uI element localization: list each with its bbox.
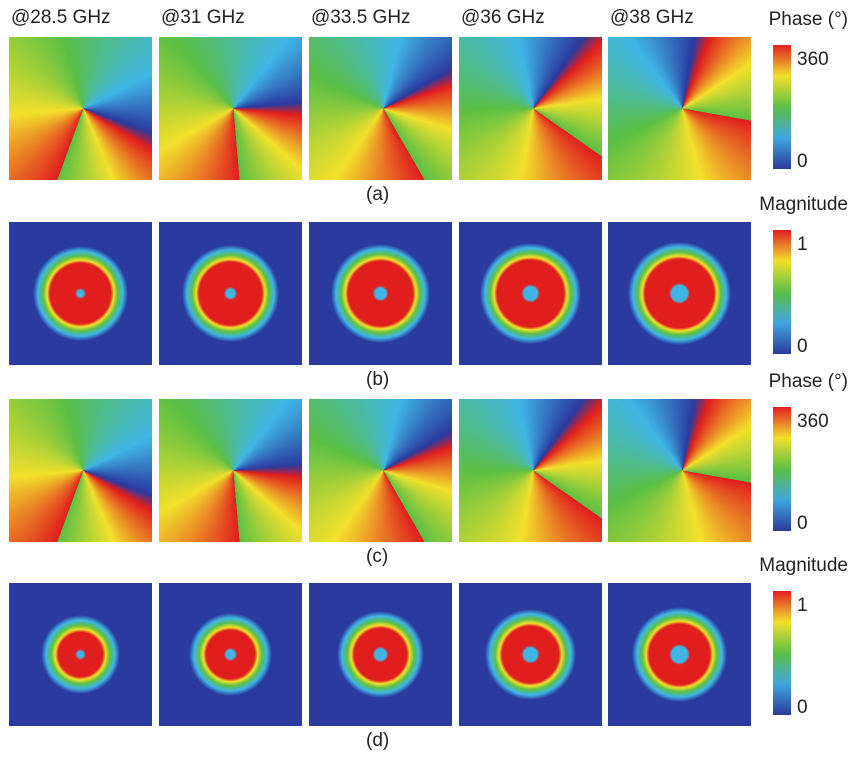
magnitude-map bbox=[159, 222, 302, 365]
colorbar-max: 1 bbox=[797, 234, 808, 255]
column-label: @31 GHz bbox=[161, 7, 245, 28]
column-label: @38 GHz bbox=[610, 7, 694, 28]
magnitude-map bbox=[459, 222, 602, 365]
colorbar bbox=[773, 407, 791, 531]
phase-map bbox=[159, 399, 302, 542]
phase-map bbox=[9, 37, 152, 180]
phase-map bbox=[459, 399, 602, 542]
colorbar-min: 0 bbox=[797, 151, 808, 172]
magnitude-map bbox=[309, 222, 452, 365]
phase-map bbox=[608, 399, 751, 542]
column-label: @33.5 GHz bbox=[311, 7, 411, 28]
magnitude-map bbox=[9, 222, 152, 365]
colorbar-min: 0 bbox=[797, 336, 808, 357]
panel-label: (d) bbox=[366, 730, 390, 751]
magnitude-map bbox=[159, 583, 302, 726]
colorbar-title: Magnitude bbox=[759, 194, 848, 215]
column-label: @28.5 GHz bbox=[11, 7, 111, 28]
colorbar-title: Magnitude bbox=[759, 555, 848, 576]
colorbar-min: 0 bbox=[797, 697, 808, 718]
magnitude-map bbox=[459, 583, 602, 726]
phase-map bbox=[159, 37, 302, 180]
panel-label: (b) bbox=[366, 369, 390, 390]
panel-label: (a) bbox=[366, 184, 390, 205]
colorbar-max: 360 bbox=[797, 49, 829, 70]
phase-map bbox=[309, 399, 452, 542]
colorbar-max: 1 bbox=[797, 595, 808, 616]
panel-label: (c) bbox=[366, 546, 389, 567]
magnitude-map bbox=[309, 583, 452, 726]
colorbar-max: 360 bbox=[797, 411, 829, 432]
phase-map bbox=[9, 399, 152, 542]
phase-map bbox=[608, 37, 751, 180]
magnitude-map bbox=[608, 583, 751, 726]
colorbar bbox=[773, 230, 791, 354]
colorbar-title: Phase (°) bbox=[768, 9, 848, 30]
phase-map bbox=[459, 37, 602, 180]
magnitude-map bbox=[608, 222, 751, 365]
colorbar bbox=[773, 591, 791, 715]
colorbar bbox=[773, 45, 791, 169]
column-label: @36 GHz bbox=[461, 7, 545, 28]
colorbar-min: 0 bbox=[797, 513, 808, 534]
magnitude-map bbox=[9, 583, 152, 726]
phase-map bbox=[309, 37, 452, 180]
colorbar-title: Phase (°) bbox=[768, 371, 848, 392]
